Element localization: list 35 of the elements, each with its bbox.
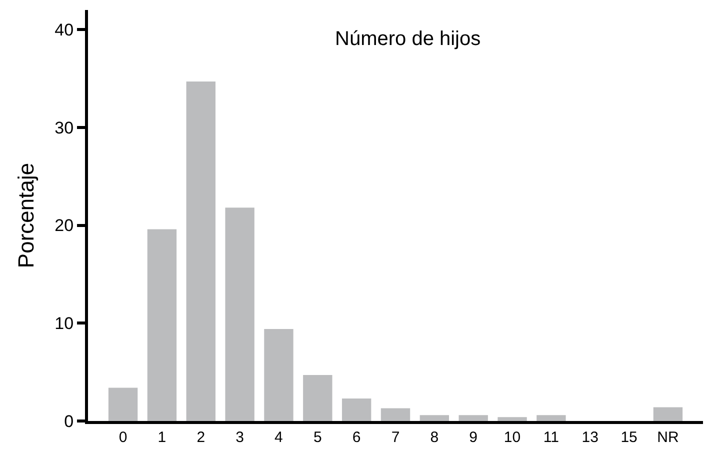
bar: [380, 408, 410, 421]
bar: [653, 407, 683, 421]
x-tick-label: 10: [504, 429, 521, 446]
bar: [458, 415, 488, 421]
x-tick-label: 5: [313, 429, 322, 446]
bar: [186, 81, 216, 421]
bar: [342, 398, 372, 421]
x-tick-label: 0: [118, 429, 128, 446]
bar: [303, 375, 332, 421]
bar: [147, 229, 177, 421]
y-tick-label: 30: [54, 118, 74, 138]
x-tick-label: 4: [274, 429, 283, 446]
bar: [108, 388, 138, 421]
bar: [225, 208, 254, 421]
x-tick-label: NR: [657, 429, 679, 446]
x-tick-label: 8: [430, 429, 439, 446]
y-axis-title: Porcentaje: [13, 162, 38, 268]
x-tick-label: 7: [391, 429, 400, 446]
x-tick-label: 15: [620, 429, 638, 446]
bar: [420, 415, 450, 421]
bar: [264, 329, 294, 421]
text: Número de hijos: [335, 28, 481, 50]
x-tick-label: 6: [352, 429, 361, 446]
y-tick-label: 40: [54, 20, 74, 40]
x-tick-label: 13: [582, 429, 598, 446]
y-tick-label: 0: [64, 412, 74, 431]
y-tick-label: 20: [54, 216, 74, 236]
bar: [536, 415, 566, 421]
x-tick-label: 3: [236, 429, 244, 446]
x-tick-label: 2: [196, 429, 206, 446]
y-tick-label: 10: [54, 314, 74, 334]
x-tick-label: 11: [543, 429, 559, 446]
x-tick-label: 9: [469, 429, 478, 446]
bar: [498, 417, 527, 421]
x-tick-label: 1: [158, 429, 166, 446]
